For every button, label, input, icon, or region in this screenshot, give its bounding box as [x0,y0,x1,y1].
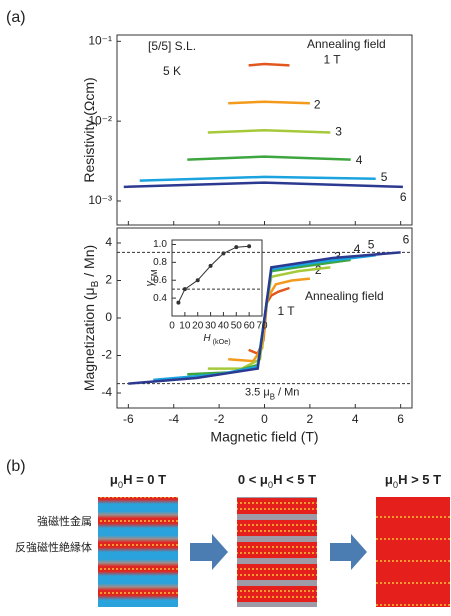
y-axis-title: γFM [144,270,159,287]
annotation: 5 K [163,64,181,78]
series-line [248,62,290,67]
state-title: μ0H > 5 T [385,472,441,490]
series-label: 5 [368,237,375,251]
y-axis-title-part: / Mn) [81,245,97,281]
x-tick-label: 70 [256,321,268,332]
y-tick-label: 2 [105,273,112,287]
series-label: 1 T [277,304,295,318]
series-label: 5 [381,170,388,184]
state-image [376,497,450,607]
series-line [139,175,376,182]
state-title-part: 0 [118,480,123,490]
annotation: [5/5] S.L. [148,39,196,53]
y-tick-label: -4 [101,385,112,399]
data-point [234,245,239,250]
state-image [237,497,317,607]
y-axis-title: Resistivity (Ωcm) [81,77,97,182]
state-title-part: 0 [393,480,398,490]
annotation: Annealing field [307,37,386,51]
state-title-part: H = 0 T [123,472,166,487]
state-title-part: H < 5 T [273,472,316,487]
series-label: 4 [354,242,361,256]
plot-frame [171,239,263,317]
y-tick-label: 4 [105,235,112,249]
y-tick-label: 1.0 [153,239,167,250]
data-point [195,278,200,283]
series-label: 6 [403,233,410,247]
panel-label: (a) [6,9,26,26]
series-label: 3 [335,125,342,139]
y-tick-label: 0.6 [153,275,167,286]
series-line [228,100,310,105]
y-tick-label: -2 [101,348,112,362]
y-tick-label: 10⁻¹ [88,33,112,47]
x-tick-label: 6 [397,412,404,426]
y-axis-title: Magnetization (μB / Mn) [81,245,101,391]
reference-label-part: 3.5 μ [245,387,270,399]
x-tick-label: 4 [352,412,359,426]
x-tick-label: 2 [307,412,314,426]
x-tick-label: 40 [218,321,230,332]
y-tick-label: 0.8 [153,257,167,268]
state-title-part: μ [110,472,118,487]
data-point [247,244,252,249]
x-tick-label: -4 [168,412,179,426]
x-tick-label: 10 [179,321,191,332]
series-label: 6 [400,190,407,204]
data-point [182,287,187,292]
x-axis-title: Magnetic field (T) [210,429,318,445]
arrow [190,534,228,570]
x-tick-label: 30 [205,321,217,332]
state-title-part: 0 < μ [238,472,268,487]
y-axis-title-part: FM [150,270,159,281]
y-axis-title-part: B [90,280,101,287]
annotation: Annealing field [305,289,384,303]
y-axis-title-part: Resistivity (Ωcm) [81,77,97,182]
series-label: 2 [314,97,321,111]
data-point [221,251,226,256]
y-tick-label: 0.4 [153,293,167,304]
x-axis-title: H (kOe) [203,333,230,347]
series-line [177,245,250,303]
state-title: 0 < μ0H < 5 T [238,472,316,490]
y-axis-title-part: γ [144,279,156,286]
x-axis-title-part: H [203,333,211,344]
x-tick-label: 50 [231,321,243,332]
series-label: 1 T [323,53,341,67]
x-tick-label: 20 [192,321,204,332]
y-tick-label: 10⁻³ [88,193,112,207]
series-line [128,251,401,385]
x-tick-label: 0 [169,321,175,332]
series-label: 4 [356,153,363,167]
x-tick-label: 60 [244,321,256,332]
y-tick-label: 0 [105,310,112,324]
y-axis-title-part: Magnetization (μ [81,287,97,391]
y-tick-label: 10⁻² [88,113,112,127]
state-title: μ0H = 0 T [110,472,166,490]
state-title-part: 0 [268,480,273,490]
data-point [176,300,181,305]
x-tick-label: -6 [123,412,134,426]
reference-label: 3.5 μB / Mn [245,387,299,402]
x-axis-title-part: (kOe) [211,337,231,346]
state-title-part: H > 5 T [398,472,441,487]
reference-label-part: / Mn [275,387,299,399]
series-line [187,155,351,161]
state-image [98,497,178,607]
reference-label-part: B [270,392,275,401]
series-line [123,181,403,189]
x-tick-label: -2 [214,412,225,426]
legend-label: 反強磁性絶縁体 [15,540,92,554]
state-title-part: μ [385,472,393,487]
series-line [207,128,331,134]
x-tick-label: 0 [261,412,268,426]
legend-label: 強磁性金属 [37,514,92,528]
arrow [330,534,367,570]
data-point [208,263,213,268]
panel-label: (b) [6,458,26,475]
